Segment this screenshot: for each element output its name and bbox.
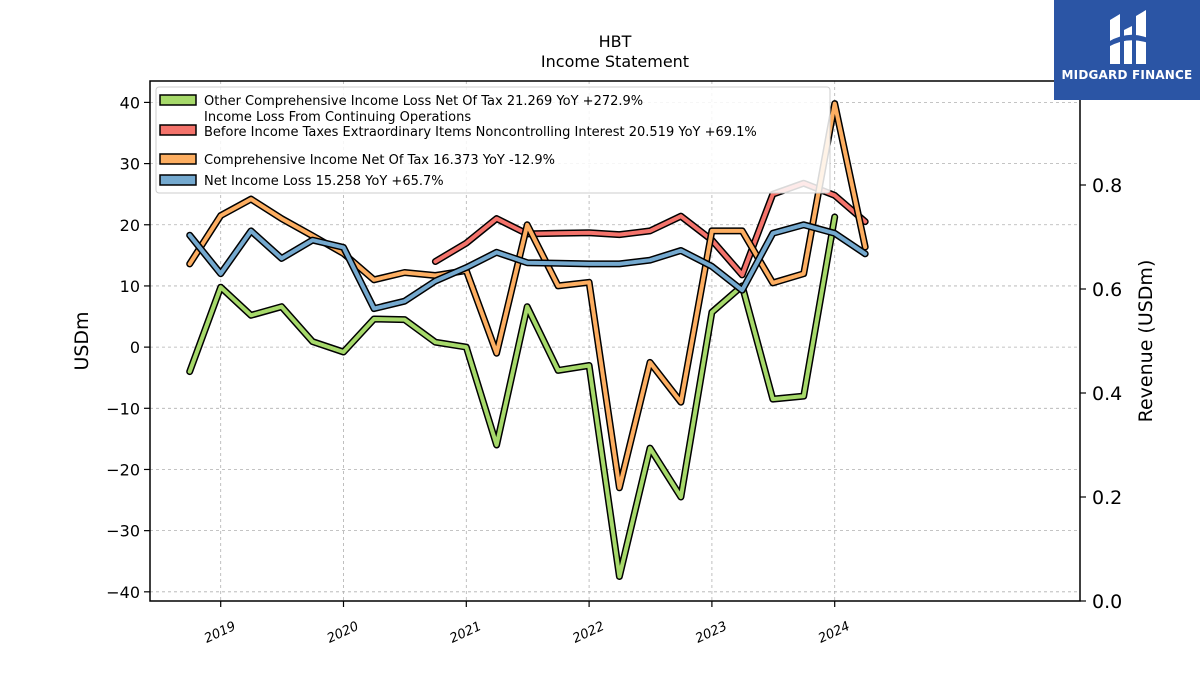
legend: Other Comprehensive Income Loss Net Of T… <box>155 86 831 194</box>
legend-label-line: Net Income Loss 15.258 YoY +65.7% <box>204 174 444 189</box>
tick-label-left: −30 <box>106 522 140 541</box>
y-axis-label-right: Revenue (USDm) <box>1135 260 1157 423</box>
y-axis-label-left: USDm <box>71 311 93 370</box>
tick-label-left: −20 <box>106 460 140 479</box>
legend-label: Other Comprehensive Income Loss Net Of T… <box>204 94 643 109</box>
tick-label-left: −40 <box>106 583 140 602</box>
midgard-logo-icon <box>1108 10 1148 64</box>
legend-label-line: Other Comprehensive Income Loss Net Of T… <box>204 94 643 109</box>
tick-label-left: 40 <box>120 93 140 112</box>
legend-label: Comprehensive Income Net Of Tax 16.373 Y… <box>204 153 555 168</box>
series-line <box>187 215 837 579</box>
series-line <box>187 222 868 311</box>
series-3 <box>186 100 869 492</box>
brand-logo: MIDGARD FINANCE <box>1054 0 1200 100</box>
tick-label-left: 10 <box>120 277 140 296</box>
tick-label-left: −10 <box>106 399 140 418</box>
tick-label-right: 0.2 <box>1092 487 1122 509</box>
tick-label-right: 0.4 <box>1092 383 1122 405</box>
tick-label-right: 0.0 <box>1092 591 1122 613</box>
tick-label-bottom: 2024 <box>816 619 852 647</box>
legend-label: Income Loss From Continuing Operations Be… <box>204 110 757 140</box>
series-layer <box>186 100 869 580</box>
tick-label-left: 30 <box>120 155 140 174</box>
chart-subtitle: Income Statement <box>541 52 689 71</box>
plot-frame <box>149 80 1081 602</box>
tick-label-bottom: 2020 <box>325 619 361 647</box>
legend-swatch <box>159 94 197 106</box>
series-line <box>187 101 868 490</box>
series-4 <box>186 221 869 313</box>
series-1 <box>186 213 839 580</box>
tick-label-left: 0 <box>130 338 140 357</box>
tick-label-bottom: 2021 <box>448 619 484 647</box>
brand-name: MIDGARD FINANCE <box>1061 68 1193 82</box>
tick-label-left: 20 <box>120 216 140 235</box>
legend-label-line: Comprehensive Income Net Of Tax 16.373 Y… <box>204 153 555 168</box>
legend-swatch <box>159 153 197 165</box>
tick-label-bottom: 2022 <box>570 619 606 647</box>
legend-swatch <box>159 124 197 136</box>
tick-label-right: 0.8 <box>1092 175 1122 197</box>
legend-swatch <box>159 174 197 186</box>
legend-box <box>155 86 831 194</box>
legend-label-line: Before Income Taxes Extraordinary Items … <box>204 125 757 140</box>
tick-label-bottom: 2023 <box>693 619 729 647</box>
tick-label-bottom: 2019 <box>202 619 238 647</box>
chart-title: HBT <box>599 32 632 51</box>
legend-label: Net Income Loss 15.258 YoY +65.7% <box>204 174 444 189</box>
legend-label-line: Income Loss From Continuing Operations <box>204 110 471 125</box>
tick-label-right: 0.6 <box>1092 279 1122 301</box>
